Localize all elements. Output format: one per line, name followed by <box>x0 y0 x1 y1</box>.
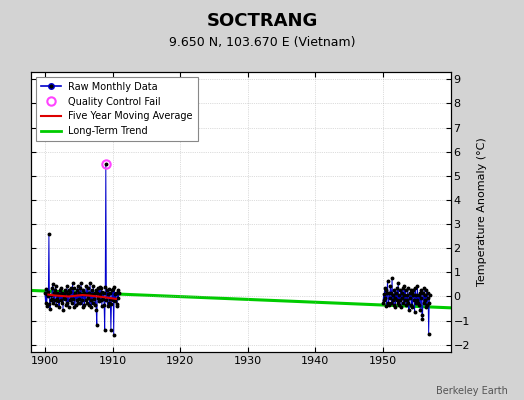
Y-axis label: Temperature Anomaly (°C): Temperature Anomaly (°C) <box>477 138 487 286</box>
Text: Berkeley Earth: Berkeley Earth <box>436 386 508 396</box>
Text: 9.650 N, 103.670 E (Vietnam): 9.650 N, 103.670 E (Vietnam) <box>169 36 355 49</box>
Legend: Raw Monthly Data, Quality Control Fail, Five Year Moving Average, Long-Term Tren: Raw Monthly Data, Quality Control Fail, … <box>36 77 198 141</box>
Text: SOCTRANG: SOCTRANG <box>206 12 318 30</box>
